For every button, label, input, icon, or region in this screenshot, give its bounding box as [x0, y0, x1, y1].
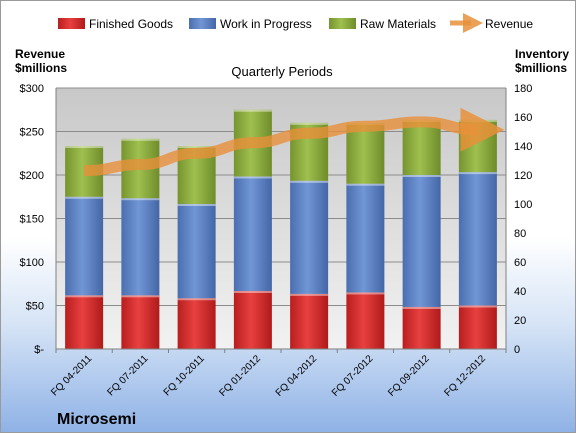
left-tick-label: $200: [20, 170, 44, 182]
legend-label-work-in-progress: Work in Progress: [220, 17, 312, 31]
bar-top-highlight: [177, 298, 216, 301]
category-label: FQ 07-2012: [330, 353, 376, 399]
left-tick-label: $-: [34, 344, 44, 356]
bar-finished-goods: [177, 298, 216, 349]
bar-top-highlight: [121, 198, 160, 201]
left-tick-label: $100: [20, 257, 44, 269]
bar-work-in-progress: [177, 204, 216, 299]
revenue-line: [84, 107, 505, 177]
company-name: Microsemi: [57, 411, 136, 428]
category-label: FQ 04-2012: [274, 353, 320, 399]
right-axis-title-line1: Inventory: [515, 47, 569, 61]
bar-top-highlight: [458, 119, 497, 122]
bar-top-highlight: [458, 305, 497, 308]
bar-top-highlight: [177, 204, 216, 206]
bar-finished-goods: [402, 306, 441, 349]
bar-work-in-progress: [290, 180, 329, 294]
bar-top-highlight: [346, 292, 385, 295]
left-tick-label: $300: [20, 83, 44, 95]
bar-top-highlight: [402, 306, 441, 309]
category-label: FQ 07-2011: [106, 353, 151, 398]
bar-work-in-progress: [65, 196, 104, 296]
bar-raw-materials: [346, 122, 385, 184]
right-tick-label: 160: [514, 112, 532, 124]
right-tick-label: 120: [514, 170, 532, 182]
bar-finished-goods: [458, 305, 497, 349]
bar-top-highlight: [458, 172, 497, 175]
bar-work-in-progress: [402, 175, 441, 307]
category-label: FQ 12-2012: [442, 353, 488, 399]
bar-work-in-progress: [346, 183, 385, 293]
bar-work-in-progress: [121, 198, 160, 296]
bar-finished-goods: [65, 295, 104, 349]
right-tick-label: 100: [514, 199, 532, 211]
left-axis-title-line2: $millions: [15, 61, 67, 75]
category-axis-labels: FQ 04-2011 FQ 07-2011 FQ 10-2011 FQ 01-2012…: [49, 353, 488, 399]
right-tick-label: 180: [514, 83, 532, 95]
left-tick-label: $150: [20, 214, 44, 226]
axes: [55, 88, 507, 353]
legend-label-revenue: Revenue: [485, 17, 533, 31]
right-tick-label: 60: [514, 257, 526, 269]
bar-top-highlight: [65, 295, 104, 298]
left-axis-tick-labels: $- $50 $100 $150 $200 $250 $300: [20, 83, 45, 356]
bar-top-highlight: [177, 146, 216, 148]
legend-swatch-raw-materials: [329, 18, 356, 29]
bar-top-highlight: [121, 295, 160, 298]
legend-swatch-work-in-progress: [189, 18, 216, 29]
legend-label-finished-goods: Finished Goods: [89, 17, 173, 31]
bar-work-in-progress: [233, 176, 272, 291]
bar-top-highlight: [65, 146, 104, 148]
bar-finished-goods: [121, 295, 160, 349]
right-tick-label: 20: [514, 315, 526, 327]
bar-top-highlight: [233, 291, 272, 293]
bar-top-highlight: [233, 176, 272, 179]
right-axis-title-line2: $millions: [515, 61, 567, 75]
right-tick-label: 0: [514, 344, 520, 356]
right-axis-tick-labels: 0 20 40 60 80 100 120 140 160 180: [514, 83, 532, 356]
legend: Finished Goods Work in Progress Raw Mate…: [58, 13, 533, 33]
category-label: FQ 01-2012: [217, 353, 263, 399]
chart-title: Quarterly Periods: [231, 64, 333, 79]
bar-top-highlight: [346, 183, 385, 186]
bar-top-highlight: [290, 180, 329, 183]
left-axis-title-line1: Revenue: [15, 47, 65, 61]
revenue-line-series: [84, 107, 505, 177]
bar-top-highlight: [402, 175, 441, 177]
right-tick-label: 40: [514, 286, 526, 298]
bar-raw-materials: [402, 119, 441, 175]
legend-label-raw-materials: Raw Materials: [360, 17, 436, 31]
left-tick-label: $250: [20, 127, 44, 139]
bar-work-in-progress: [458, 172, 497, 306]
category-label: FQ 04-2011: [49, 353, 94, 398]
bar-finished-goods: [290, 293, 329, 349]
legend-swatch-finished-goods: [58, 18, 85, 29]
category-label: FQ 10-2011: [162, 353, 207, 398]
bar-top-highlight: [290, 122, 329, 125]
bar-finished-goods: [346, 292, 385, 349]
bar-top-highlight: [233, 109, 272, 112]
bar-top-highlight: [290, 293, 329, 296]
bar-top-highlight: [121, 138, 160, 141]
bar-top-highlight: [65, 196, 104, 199]
right-tick-label: 80: [514, 228, 526, 240]
bar-finished-goods: [233, 291, 272, 349]
right-tick-label: 140: [514, 141, 532, 153]
category-label: FQ 09-2012: [386, 353, 432, 399]
left-tick-label: $50: [26, 301, 44, 313]
